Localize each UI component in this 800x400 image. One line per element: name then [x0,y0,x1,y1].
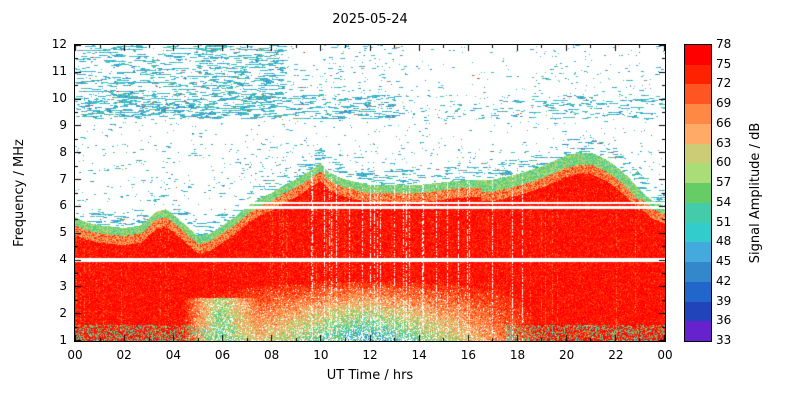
colorbar-segment [685,64,711,85]
x-tick-label: 04 [165,348,181,362]
x-tick-label: 08 [264,348,280,362]
chart-title: 2025-05-24 [332,12,408,27]
colorbar-segment [685,281,711,302]
colorbar-tick-label: 63 [716,135,732,150]
x-tick-label: 12 [362,348,378,362]
x-tick-label: 14 [411,348,427,362]
y-tick-label: 8 [59,144,67,159]
colorbar-tick-label: 48 [716,234,732,249]
colorbar-segment [685,202,711,223]
colorbar-tick-label: 42 [716,273,732,288]
colorbar-tick-label: 45 [716,254,732,269]
colorbar-tick-label: 36 [716,313,732,328]
colorbar-segment [685,183,711,203]
colorbar-tick-label: 66 [716,115,732,130]
y-tick-label: 11 [51,63,67,78]
y-tick-label: 5 [59,225,67,240]
y-axis-label: Frequency / MHz [12,139,27,247]
x-tick-label: 16 [460,348,476,362]
colorbar-tick-label: 33 [716,333,732,347]
colorbar-segment [685,84,711,105]
colorbar-tick-label: 57 [716,175,732,190]
y-tick-label: 2 [59,306,67,321]
x-axis-label: UT Time / hrs [326,368,414,383]
colorbar-tick-label: 60 [716,155,732,170]
colorbar-tick-label: 78 [716,37,732,51]
colorbar-segment [685,321,711,342]
colorbar-segment [685,262,711,282]
x-tick-label: 18 [509,348,526,362]
x-tick-label: 00 [67,348,83,362]
x-tick-label: 02 [116,348,132,362]
y-tick-label: 7 [59,171,67,186]
x-tick-label: 22 [608,348,624,362]
heatmap-canvas [74,44,666,342]
colorbar-tick-label: 54 [716,194,732,209]
colorbar-tick-label: 69 [716,96,732,111]
colorbar-segment [685,143,711,164]
y-tick-label: 10 [51,90,67,105]
colorbar [684,44,712,342]
colorbar-label: Signal Amplitude / dB [748,122,763,264]
colorbar-tick-label: 39 [716,293,732,308]
x-tick-label: 20 [559,348,575,362]
y-tick-label: 3 [59,279,67,294]
x-tick-label: 06 [214,348,231,362]
colorbar-tick-label: 51 [716,214,732,229]
colorbar-segment [685,301,711,322]
colorbar-segment [685,123,711,144]
x-tick-label: 10 [313,348,329,362]
y-tick-label: 1 [59,333,67,347]
colorbar-segment [685,242,711,263]
colorbar-tick-label: 75 [716,56,732,71]
colorbar-segment [685,45,711,65]
colorbar-tick-label: 72 [716,76,732,91]
y-tick-label: 4 [59,252,67,267]
x-tick-label: 00 [657,348,673,362]
colorbar-segment [685,104,711,124]
colorbar-segment [685,222,711,243]
y-tick-label: 12 [51,37,67,51]
colorbar-segment [685,163,711,184]
y-tick-label: 9 [59,117,67,132]
y-tick-label: 6 [59,198,67,213]
